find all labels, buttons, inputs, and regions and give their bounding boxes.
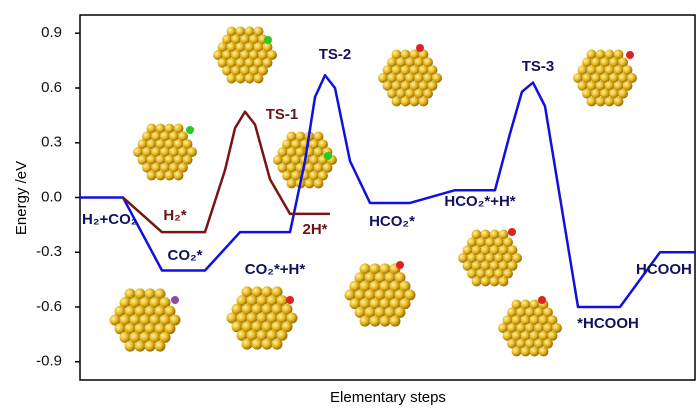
step-label: H₂+CO₂ [82,211,137,228]
gold-atom [305,179,315,189]
gold-atom [472,277,482,287]
step-label: CO₂*+H* [245,261,306,278]
step-label: TS-3 [522,58,555,75]
x-axis-label: Elementary steps [330,389,446,406]
gold-cluster [573,50,637,107]
gold-atom [401,97,411,107]
step-label: 2H* [302,221,327,238]
y-tick-label: -0.9 [36,353,62,370]
gold-atom [242,339,253,350]
gold-atom [227,74,237,84]
gold-atom [145,341,156,352]
page: {"chart_data": {"type": "line", "xlabel"… [0,0,696,408]
gold-cluster [378,50,442,107]
gold-atom [605,97,615,107]
gold-cluster [458,230,522,287]
adsorbate-atom [416,44,424,52]
gold-atom [481,277,491,287]
adsorbate-atom [626,51,634,59]
gold-atom [390,316,401,327]
gold-atom [587,97,597,107]
gold-atom [521,347,531,357]
gold-atom [499,277,509,287]
gold-atom [512,347,522,357]
gold-atom [539,347,549,357]
step-label: H₂* [163,207,186,224]
gold-atom [135,341,146,352]
gold-atom [236,74,246,84]
gold-atom [410,97,420,107]
gold-atom [360,316,371,327]
y-tick-label: 0.9 [41,24,62,41]
gold-atom [165,171,175,181]
gold-atom [614,97,624,107]
y-tick-label: 0.3 [41,134,62,151]
adsorbate-atom [538,296,546,304]
gold-cluster [498,300,562,357]
adsorbate-atom [286,296,294,304]
gold-atom [125,341,136,352]
gold-atom [370,316,381,327]
gold-atom [419,97,429,107]
step-label: *HCOOH [577,315,639,332]
gold-atom [262,339,273,350]
gold-atom [155,341,166,352]
y-tick-label: -0.3 [36,243,62,260]
y-tick-label: 0.6 [41,79,62,96]
gold-atom [287,179,297,189]
step-label: HCO₂* [369,213,415,230]
gold-cluster [213,27,277,84]
step-label: HCOOH [636,261,692,278]
adsorbate-atom [324,152,332,160]
y-tick-label: 0.0 [41,188,62,205]
gold-cluster [110,288,181,351]
gold-atom [147,171,157,181]
adsorbate-atom [396,261,404,269]
gold-atom [392,97,402,107]
gold-atom [245,74,255,84]
gold-atom [490,277,500,287]
adsorbate-atom [508,228,516,236]
gold-atom [596,97,606,107]
gold-atom [530,347,540,357]
step-label: HCO₂*+H* [444,193,515,210]
gold-cluster [227,286,298,349]
y-tick-label: -0.6 [36,298,62,315]
gold-atom [252,339,263,350]
gold-atom [254,74,264,84]
step-label: TS-2 [319,46,352,63]
gold-atom [174,171,184,181]
adsorbate-atom [264,36,272,44]
chart: Energy /eV Elementary steps 0.9 0.6 0.3 0.0… [0,0,696,408]
gold-atom [314,179,324,189]
gold-atom [272,339,283,350]
y-axis-label: Energy /eV [13,161,30,235]
adsorbate-atom [171,296,179,304]
gold-atom [156,171,166,181]
adsorbate-atom [186,126,194,134]
gold-atom [380,316,391,327]
gold-cluster [345,263,416,326]
step-label: TS-1 [266,106,299,123]
step-label: CO₂* [167,247,202,264]
